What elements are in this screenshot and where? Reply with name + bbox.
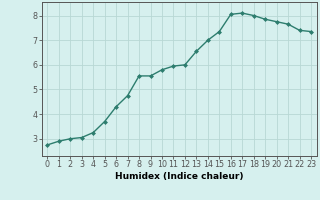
X-axis label: Humidex (Indice chaleur): Humidex (Indice chaleur) bbox=[115, 172, 244, 181]
